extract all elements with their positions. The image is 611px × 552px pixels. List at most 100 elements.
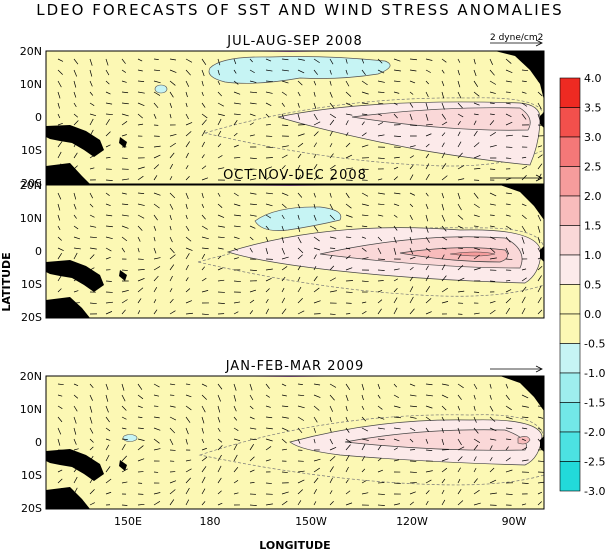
wind-vector bbox=[265, 58, 272, 62]
wind-vector bbox=[73, 405, 78, 412]
wind-vector bbox=[217, 247, 224, 250]
wind-vector bbox=[217, 405, 221, 413]
wind-vector bbox=[313, 91, 316, 97]
wind-vector bbox=[473, 467, 477, 473]
wind-vector bbox=[345, 502, 353, 506]
wind-vector bbox=[377, 192, 385, 195]
wind-vector bbox=[313, 214, 317, 221]
wind-vector bbox=[361, 144, 369, 148]
wind-vector bbox=[121, 113, 129, 117]
wind-vector bbox=[377, 258, 386, 260]
wind-vector bbox=[473, 383, 478, 390]
colorbar-label: -3.0 bbox=[584, 485, 605, 498]
wind-vector bbox=[377, 493, 385, 495]
wind-vector bbox=[201, 214, 206, 220]
wind-vector bbox=[169, 91, 174, 98]
wind-vector bbox=[121, 102, 129, 105]
wind-vector bbox=[377, 113, 382, 116]
wind-vector bbox=[185, 192, 189, 200]
wind-vector bbox=[425, 405, 433, 409]
wind-vector bbox=[185, 394, 192, 398]
wind-vector bbox=[297, 113, 301, 120]
wind-vector bbox=[345, 438, 352, 444]
wind-vector bbox=[137, 236, 141, 242]
wind-vector bbox=[377, 299, 383, 304]
wind-vector bbox=[505, 416, 513, 420]
wind-vector bbox=[169, 405, 176, 408]
wind-vector bbox=[281, 80, 289, 84]
wind-vector bbox=[345, 466, 349, 473]
wind-vector bbox=[313, 276, 318, 282]
wind-vector bbox=[457, 165, 465, 170]
wind-vector bbox=[105, 416, 110, 423]
wind-vector bbox=[153, 501, 161, 506]
wind-vector bbox=[457, 203, 462, 211]
wind-vector bbox=[281, 102, 285, 107]
wind-vector bbox=[345, 255, 351, 260]
wind-vector bbox=[105, 466, 111, 473]
wind-vector bbox=[73, 129, 78, 137]
wind-vector bbox=[73, 177, 79, 181]
colorbar-label: -1.5 bbox=[584, 397, 605, 410]
wind-vector bbox=[121, 438, 128, 440]
wind-vector bbox=[201, 225, 208, 230]
wind-vector bbox=[329, 164, 336, 170]
wind-vector bbox=[281, 91, 288, 96]
wind-vector bbox=[441, 394, 449, 399]
wind-vector bbox=[361, 168, 369, 170]
wind-vector bbox=[217, 225, 225, 228]
wind-vector bbox=[457, 478, 461, 484]
wind-vector bbox=[233, 144, 239, 148]
wind-vector bbox=[57, 58, 64, 62]
wind-vector bbox=[537, 416, 544, 419]
wind-vector bbox=[489, 479, 497, 484]
wind-vector bbox=[393, 156, 400, 159]
wind-vector bbox=[217, 80, 221, 85]
wind-vector bbox=[153, 492, 161, 495]
wind-vector bbox=[377, 427, 385, 430]
wind-vector bbox=[377, 157, 385, 159]
wind-vector bbox=[73, 120, 79, 126]
wind-vector bbox=[409, 276, 414, 282]
wind-vector bbox=[153, 448, 161, 451]
wind-vector bbox=[201, 383, 208, 387]
wind-vector bbox=[281, 225, 284, 231]
wind-vector bbox=[473, 247, 480, 251]
wind-vector bbox=[345, 291, 353, 293]
wind-vector bbox=[297, 479, 305, 484]
wind-vector bbox=[233, 467, 239, 473]
wind-vector bbox=[137, 310, 141, 315]
wind-vector bbox=[361, 492, 369, 495]
wind-vector bbox=[329, 113, 337, 119]
wind-vector bbox=[489, 132, 496, 137]
wind-vector bbox=[297, 153, 302, 159]
wind-vector bbox=[153, 266, 161, 271]
wind-vector bbox=[441, 80, 445, 87]
wind-vector bbox=[297, 427, 303, 434]
lat-tick-label: 10S bbox=[21, 278, 42, 291]
wind-vector bbox=[489, 427, 497, 432]
wind-vector bbox=[361, 69, 366, 76]
wind-vector bbox=[361, 132, 367, 137]
wind-vector bbox=[105, 131, 111, 137]
wind-vector bbox=[489, 492, 497, 495]
panel-1-cool-anomaly bbox=[208, 56, 391, 84]
colorbar-swatch bbox=[559, 402, 581, 433]
wind-vector bbox=[249, 443, 254, 451]
wind-vector bbox=[537, 256, 542, 260]
wind-vector bbox=[537, 225, 541, 233]
wind-vector bbox=[297, 133, 305, 137]
wind-vector bbox=[409, 91, 414, 95]
wind-vector bbox=[137, 69, 143, 72]
wind-vector bbox=[169, 133, 177, 137]
wind-vector bbox=[505, 177, 512, 181]
wind-vector bbox=[489, 247, 496, 253]
wind-vector bbox=[313, 467, 320, 473]
wind-vector bbox=[265, 69, 273, 72]
wind-vector bbox=[169, 152, 175, 159]
wind-vector bbox=[409, 416, 417, 419]
wind-vector bbox=[105, 113, 113, 116]
wind-vector bbox=[105, 214, 113, 217]
wind-vector bbox=[169, 480, 177, 484]
wind-vector bbox=[121, 394, 126, 402]
